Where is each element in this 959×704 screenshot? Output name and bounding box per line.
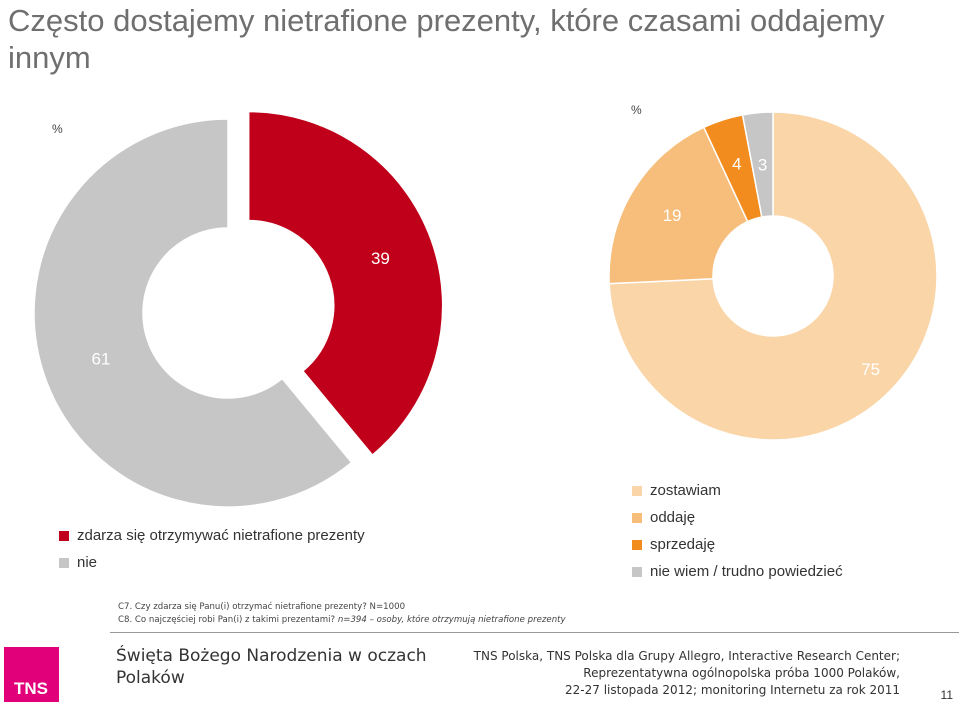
slice-zdarza-si-otrzymywa-nietrafione-prezenty [247,110,444,457]
source-line: 22-27 listopada 2012; monitoring Interne… [565,683,900,697]
slice-zostawiam [608,111,938,441]
left-chart-unit: % [52,122,63,136]
slice-nie [33,118,353,508]
legend-swatch [632,566,642,577]
legend-swatch [632,539,642,550]
slice-value-label: 39 [371,249,390,268]
legend-item: nie [59,549,365,576]
legend-label: zostawiam [650,482,721,499]
legend-item: zostawiam [632,477,843,504]
note-c7: C7. Czy zdarza się Panu(i) otrzymać niet… [118,602,406,612]
legend-label: nie [77,554,98,571]
report-title: Święta Bożego Narodzenia w oczach Polakó… [116,646,427,688]
legend-label: nie wiem / trudno powiedzieć [650,563,843,580]
slice-value-label: 19 [663,206,682,225]
slice-oddaj [608,126,749,285]
legend-item: zdarza się otrzymywać nietrafione prezen… [59,522,365,549]
tns-logo-text: TNS [14,679,48,698]
slice-value-label: 4 [732,155,741,174]
slice-value-label: 75 [861,360,880,379]
note-c8-base: n=394 – osoby, które otrzymują nietrafio… [337,615,566,625]
source-line: Reprezentatywna ogólnopolska próba 1000 … [583,666,900,680]
legend-item: oddaję [632,504,843,531]
legend-swatch [59,557,69,568]
question-notes: C7. Czy zdarza się Panu(i) otrzymać niet… [118,601,566,627]
legend-label: zdarza się otrzymywać nietrafione prezen… [77,527,365,544]
page-title: Często dostajemy nietrafione prezenty, k… [8,3,885,75]
note-c8: C8. Co najczęściej robi Pan(i) z takimi … [118,614,566,627]
legend-label: oddaję [650,509,696,526]
legend-item: sprzedaję [632,531,843,558]
page-number: 11 [940,688,953,702]
legend-label: sprzedaję [650,536,716,553]
slice-value-label: 3 [758,155,767,174]
footer-divider [110,632,959,633]
right-chart-unit: % [631,103,642,117]
source-info: TNS Polska, TNS Polska dla Grupy Allegro… [470,648,900,699]
legend-left: zdarza się otrzymywać nietrafione prezen… [59,522,365,576]
legend-item: nie wiem / trudno powiedzieć [632,558,843,585]
legend-right: zostawiam oddaję sprzedaję nie wiem / tr… [632,477,843,585]
charts-canvas: 39 61 75 19 4 3 [33,110,938,508]
legend-swatch [59,530,69,541]
source-line: TNS Polska, TNS Polska dla Grupy Allegro… [473,649,900,663]
tns-logo: TNS [4,647,59,702]
slice-value-label: 61 [92,350,111,369]
note-c8-question: C8. Co najczęściej robi Pan(i) z takimi … [118,615,338,625]
legend-swatch [632,512,642,523]
slice-nie-wiem-trudno-powiedzie [741,111,774,218]
legend-swatch [632,485,642,496]
